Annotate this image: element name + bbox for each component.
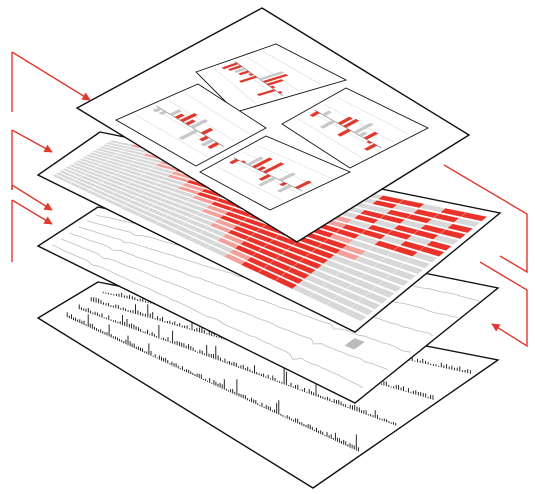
panel-bar [233, 67, 247, 73]
arrow-right-1 [443, 164, 528, 274]
heatmap-cell [460, 212, 488, 222]
heatmap-cell [433, 234, 460, 245]
panel-bar [294, 180, 312, 190]
panel-bar [228, 158, 240, 165]
panel-bar [327, 116, 331, 119]
panel-bar [321, 110, 332, 117]
panel-bar [358, 131, 368, 137]
panel-gridline [216, 166, 283, 201]
panel-bar [337, 128, 352, 137]
panel-bar [342, 118, 360, 128]
panel-bar [258, 174, 272, 181]
heatmap-cell [419, 246, 445, 257]
panel-gridline [337, 96, 409, 135]
panel-bar [258, 71, 285, 81]
chart-panel [281, 87, 430, 169]
panel-bar [262, 162, 285, 174]
panel-bar [200, 138, 215, 147]
panel-bar [262, 73, 289, 83]
left-arrows [11, 51, 90, 262]
panel-bar [256, 89, 277, 97]
panel-bar [241, 160, 247, 164]
heatmap-cell [426, 240, 452, 251]
panel-bar [366, 140, 373, 144]
panel-bar [178, 129, 199, 140]
panel-bar [278, 172, 297, 182]
heatmap-cell [453, 217, 481, 228]
bar-chart-panels-layer [75, 7, 471, 243]
panel-bar [266, 79, 284, 86]
panel-bar [158, 110, 168, 116]
panel-bar [190, 119, 209, 129]
panel-bar [246, 156, 265, 166]
panel-bar [248, 73, 254, 76]
filtered-block [344, 338, 365, 350]
heatmap-cell [412, 251, 438, 263]
panel-bar [169, 109, 183, 116]
panel-gridline [184, 93, 249, 134]
panel-bar [279, 182, 288, 187]
panel-bar [257, 166, 267, 171]
panel-gridline [263, 51, 321, 85]
panel-bar [207, 142, 220, 149]
heatmap-cell [405, 257, 431, 269]
panel-bar [309, 111, 321, 118]
panel-bar [221, 62, 239, 70]
panel-bar [353, 122, 374, 134]
panel-bar [198, 135, 210, 142]
filtered-trace [52, 244, 364, 389]
panel-bar [257, 176, 277, 187]
panel-bar [363, 143, 378, 151]
heatmap-cell [377, 280, 403, 293]
heatmap-cell [384, 274, 410, 287]
panel-bar [179, 113, 198, 123]
chart-panel [199, 135, 352, 211]
panel-bar [363, 131, 379, 140]
panel-gridline [243, 151, 315, 186]
heatmap-cell [343, 308, 367, 322]
panel-bar [251, 157, 273, 169]
panel-bar [276, 184, 293, 193]
arrow-left-2 [11, 129, 52, 190]
panel-gridline [136, 114, 207, 157]
panel-bar [337, 116, 353, 125]
arrow-left-1 [11, 51, 90, 112]
heatmap-cell [350, 302, 374, 316]
panel-gridline [298, 118, 363, 159]
panel-bar [319, 120, 336, 129]
heatmap-cell [357, 297, 381, 310]
panel-bar [238, 70, 250, 76]
heatmap-cell [446, 223, 474, 234]
filtered-trace [60, 238, 388, 370]
heatmap-cell [370, 285, 396, 298]
bar-chart-panels [115, 43, 430, 211]
panel-bar [152, 107, 163, 113]
arrow-right-3 [479, 261, 528, 348]
panel-bar [184, 119, 196, 126]
panel-gridline [256, 144, 331, 179]
filtered-trace [69, 232, 412, 353]
panel-bar [269, 85, 276, 89]
right-arrows [443, 164, 528, 348]
panel-gridline [214, 68, 256, 104]
heatmap-cell [439, 229, 467, 240]
chart-panel [195, 43, 348, 113]
heatmap-cell [364, 291, 388, 304]
panel-bar [277, 90, 283, 94]
heatmap-cell [398, 263, 424, 275]
heatmap-cell [391, 268, 417, 281]
panel-bar [200, 127, 214, 135]
panel-bar [174, 113, 185, 119]
panel-bar [228, 65, 243, 71]
panel-gridline [324, 104, 394, 143]
chart-panel [115, 83, 267, 167]
panels-sheet [75, 7, 471, 243]
arrow-left-4 [11, 199, 52, 262]
panel-bar [238, 75, 258, 83]
arrow-left-3 [11, 184, 52, 210]
